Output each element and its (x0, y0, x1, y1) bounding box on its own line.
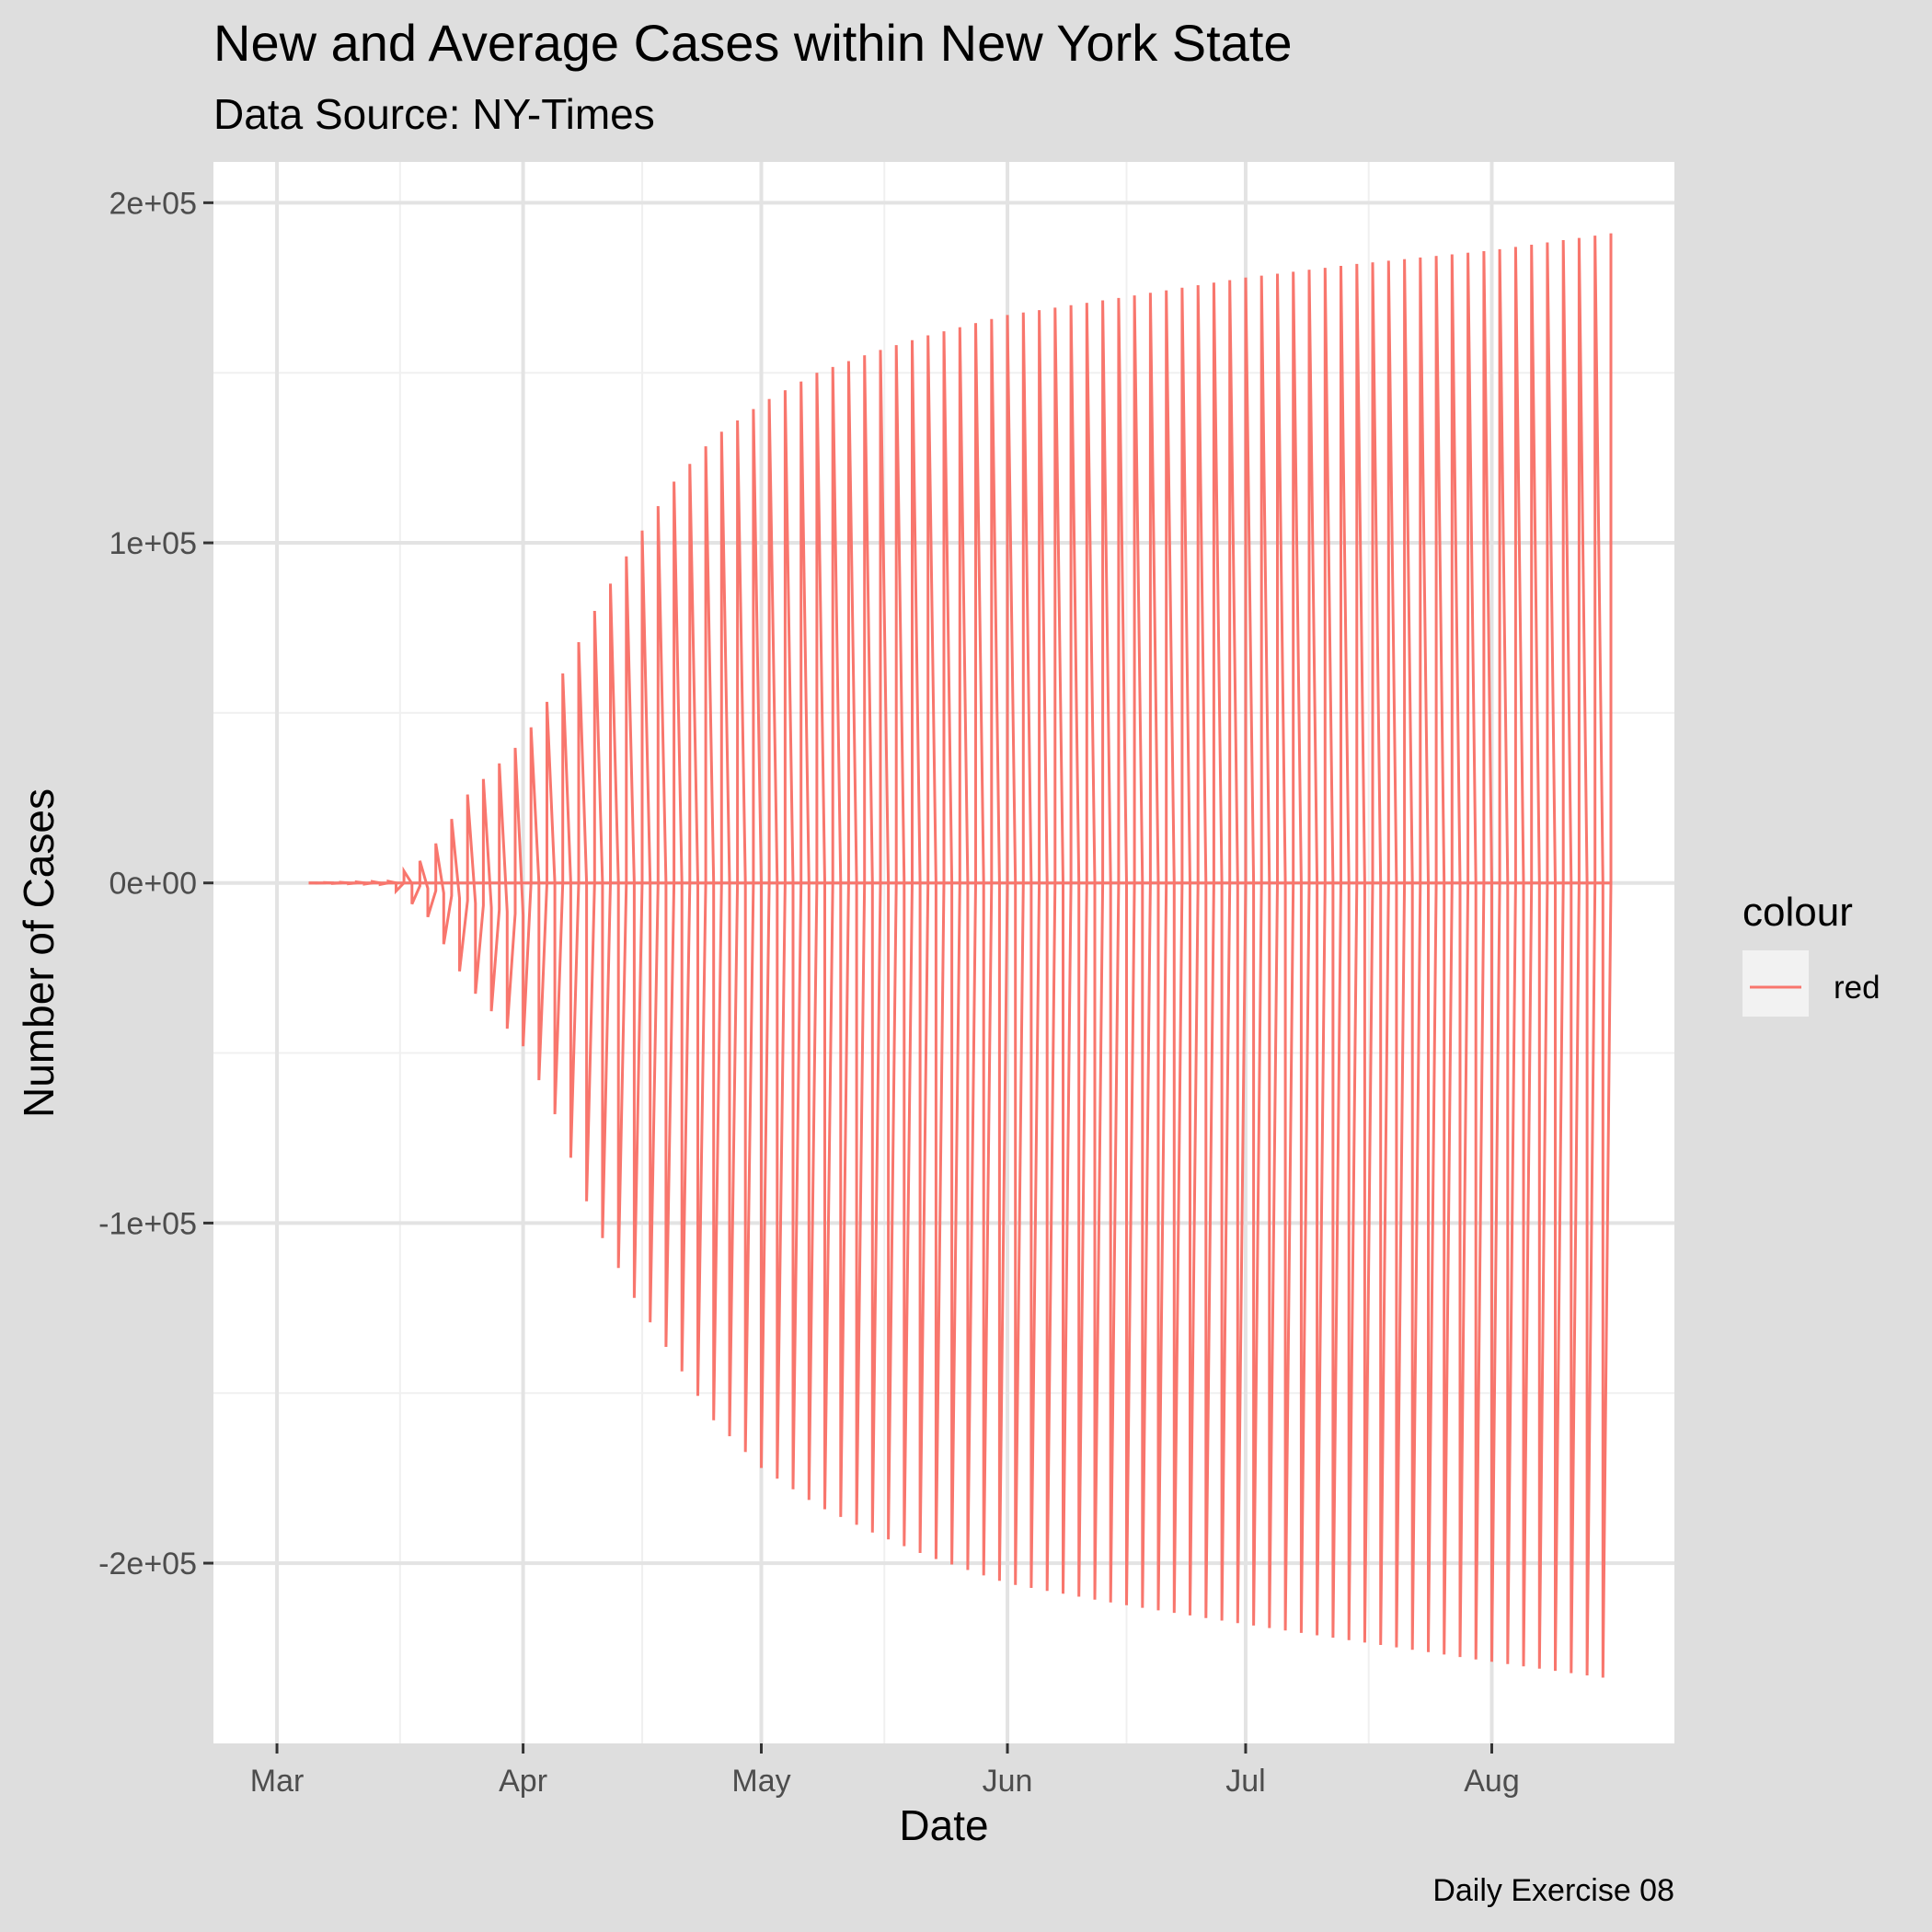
legend-label: red (1834, 970, 1880, 1006)
y-axis-title: Number of Cases (15, 788, 63, 1118)
x-tick-label: May (731, 1764, 790, 1799)
y-tick-label: 2e+05 (109, 186, 198, 221)
chart-caption: Daily Exercise 08 (1432, 1873, 1674, 1908)
y-tick-label: 0e+00 (109, 867, 198, 902)
x-tick-label: Mar (250, 1764, 305, 1799)
x-tick-label: Jul (1225, 1764, 1265, 1799)
x-axis-title: Date (899, 1801, 988, 1849)
x-tick-label: Aug (1464, 1764, 1520, 1799)
legend-key (1742, 950, 1809, 1017)
axes: 2e+05 1e+05 0e+00 -1e+05 -2e+05 Mar Apr May Jun J… (98, 186, 1520, 1799)
x-tick-label: Jun (983, 1764, 1033, 1799)
x-tick-label: Apr (499, 1764, 547, 1799)
y-tick-label: 1e+05 (109, 526, 198, 561)
chart-title: New and Average Cases within New York St… (213, 14, 1293, 72)
y-tick-label: -1e+05 (98, 1206, 197, 1241)
legend-title: colour (1742, 890, 1853, 935)
legend: colour red (1742, 890, 1880, 1017)
chart-subtitle: Data Source: NY-Times (213, 90, 655, 138)
series-lines (308, 233, 1613, 1678)
y-tick-label: -2e+05 (98, 1547, 197, 1581)
series-line-red (308, 233, 1613, 1678)
